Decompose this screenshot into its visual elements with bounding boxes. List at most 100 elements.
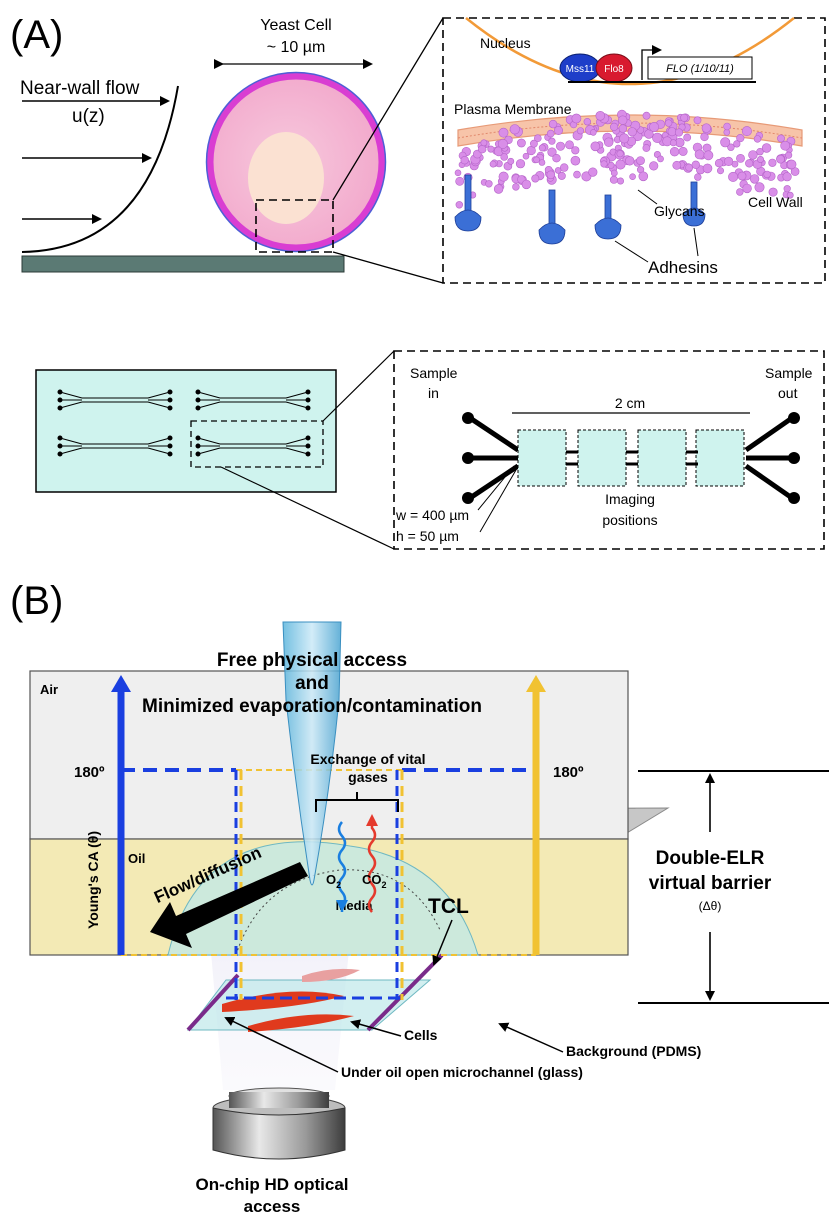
tcl-label: TCL	[428, 895, 469, 918]
glycan-bead	[761, 143, 772, 153]
glycan-bead	[565, 140, 574, 150]
glycan-bead	[703, 150, 714, 161]
glycan-bead	[607, 161, 615, 169]
glycan-bead	[557, 171, 566, 180]
glycan-bead	[649, 122, 660, 133]
glycan-bead	[538, 159, 546, 166]
glycan-bead	[763, 170, 771, 179]
glycan-bead	[548, 119, 558, 129]
glycan-bead	[777, 134, 785, 143]
glycan-bead	[618, 124, 627, 133]
glycan-bead	[603, 137, 614, 147]
yellow-axis-head	[526, 675, 546, 692]
chip-port	[57, 405, 63, 411]
glycan-bead	[478, 145, 487, 154]
barrier-label-2: virtual barrier	[649, 873, 772, 894]
glycan-bead	[512, 183, 520, 191]
tcl-line-right	[366, 953, 444, 1032]
glycan-bead	[493, 184, 504, 194]
imaging-position	[637, 429, 687, 487]
glycan-bead	[694, 173, 702, 181]
glycan-bead	[497, 138, 508, 149]
glycan-bead	[547, 147, 557, 157]
chip-port	[305, 405, 311, 411]
chip-detail-inset	[393, 350, 825, 550]
glycan-bead	[669, 139, 677, 147]
channel-base	[186, 979, 432, 1031]
chip-port	[305, 435, 311, 441]
optical-label-1: On-chip HD optical	[196, 1175, 349, 1194]
glycan-bead	[678, 146, 688, 156]
glycan-bead	[624, 156, 635, 166]
glycan-bead	[783, 185, 791, 193]
adhesin-1	[454, 174, 482, 232]
chip-port	[305, 443, 311, 449]
oil-label: Oil	[128, 851, 145, 866]
substrate	[21, 255, 345, 273]
imaging-position	[695, 429, 745, 487]
glycan-bead	[610, 169, 618, 177]
cell-size: ~ 10 µm	[267, 39, 326, 56]
glycan-bead	[533, 134, 542, 142]
sample-in-label-2: in	[428, 385, 439, 401]
glycan-bead	[500, 153, 509, 161]
inlet-lead	[468, 415, 520, 453]
glycan-bead	[742, 183, 752, 194]
glycan-bead	[636, 156, 645, 165]
glycan-bead	[701, 123, 712, 133]
glycan-bead	[480, 139, 488, 147]
flo-gene-box	[647, 56, 753, 80]
outlet-port	[788, 412, 800, 424]
cell-wall-inset	[442, 17, 826, 284]
glycan-bead	[533, 156, 540, 164]
glycan-bead	[455, 201, 463, 209]
adhesin-3	[594, 194, 622, 240]
glycan-bead	[554, 167, 562, 174]
glycan-bead	[638, 171, 649, 182]
title-line-3: Minimized evaporation/contamination	[142, 696, 482, 717]
adhesin-2	[538, 189, 566, 245]
cell-vacuole	[248, 132, 324, 224]
chip-channel-4	[197, 437, 309, 455]
flow-function-label: u(z)	[72, 106, 105, 127]
glycan-bead	[745, 159, 754, 168]
y-axis-label: Young's CA (θ)	[85, 831, 101, 929]
media-inner-arc	[235, 869, 441, 956]
glycan-bead	[627, 127, 637, 137]
panel-b-label: (B)	[10, 579, 63, 623]
glycan-bead	[507, 157, 515, 165]
chip-port	[57, 451, 63, 457]
glycan-bead	[768, 158, 777, 167]
glycan-bead	[571, 146, 580, 155]
glycan-bead	[756, 148, 764, 156]
glycan-bead	[460, 156, 469, 165]
glycan-bead	[600, 160, 608, 168]
chip-port	[167, 397, 173, 403]
chip-port	[195, 405, 201, 411]
objective-lens	[212, 1087, 346, 1160]
glycan-bead	[714, 159, 724, 168]
panel-a-label: (A)	[10, 13, 63, 57]
cell-title: Yeast Cell	[260, 17, 331, 34]
imaging-position	[577, 429, 627, 487]
glycan-bead	[489, 160, 497, 168]
o2-label: O2	[326, 872, 341, 890]
glycan-bead	[768, 187, 778, 197]
sample-out-label-2: out	[778, 385, 798, 401]
height-pointer	[479, 469, 517, 533]
outlet-port	[788, 492, 800, 504]
glycan-bead	[616, 177, 624, 185]
outlet-port	[788, 452, 800, 464]
glycan-bead	[723, 156, 734, 166]
flow-profile-curve	[21, 85, 179, 253]
glycan-bead	[749, 174, 760, 184]
blue-axis-head	[111, 675, 131, 692]
background-pointer	[498, 1022, 564, 1053]
chip-port	[167, 435, 173, 441]
glycan-bead	[570, 155, 581, 166]
glycan-bead	[664, 119, 673, 127]
tcl-pointer	[432, 919, 453, 966]
glycan-bead	[683, 133, 692, 142]
chip-port	[195, 435, 201, 441]
exchange-label-1: Exchange of vital	[310, 751, 425, 767]
